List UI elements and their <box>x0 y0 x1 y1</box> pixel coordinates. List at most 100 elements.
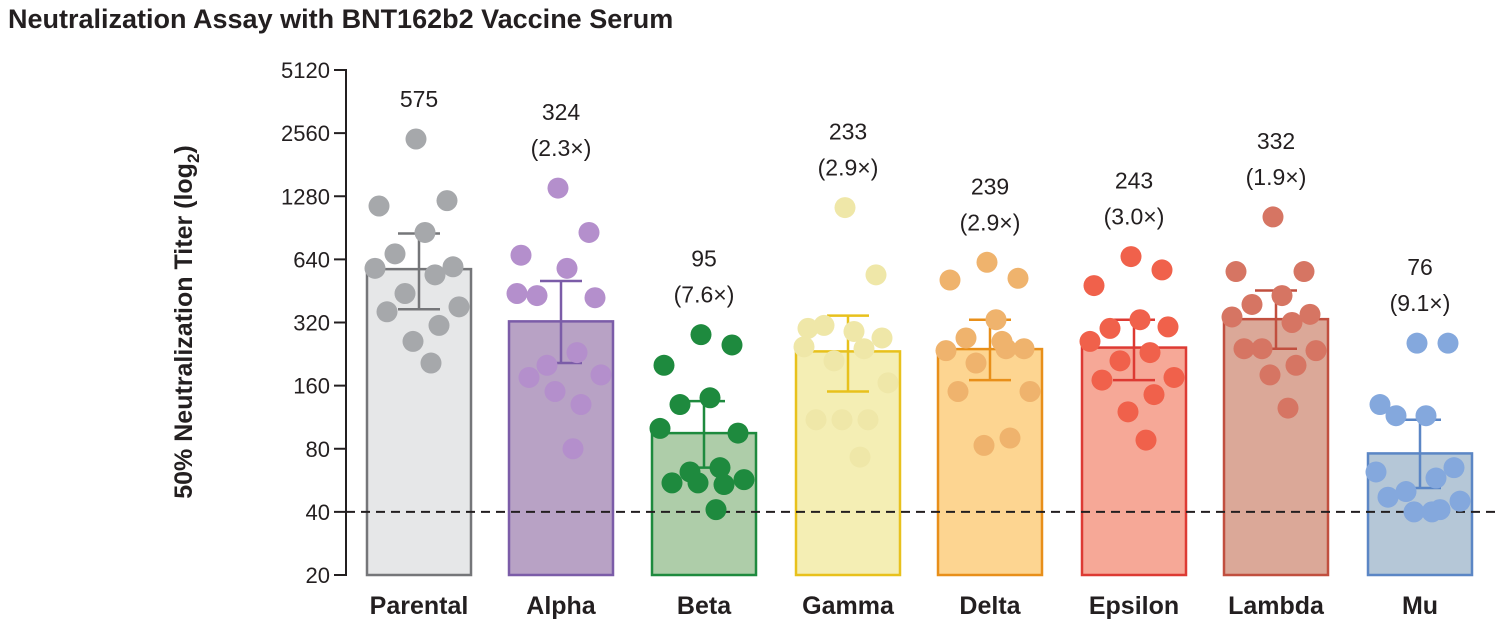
value-label-lambda: 332 <box>1257 128 1295 154</box>
data-point-epsilon <box>1120 246 1142 268</box>
data-point-lambda <box>1251 338 1273 360</box>
data-point-delta <box>976 251 998 273</box>
data-point-beta <box>713 474 735 496</box>
data-point-parental <box>402 330 424 352</box>
y-tick-label: 40 <box>306 500 330 525</box>
data-point-beta <box>661 472 683 494</box>
fold-change-label-alpha: (2.3×) <box>531 135 592 161</box>
data-point-alpha <box>506 282 528 304</box>
value-label-delta: 239 <box>971 173 1009 199</box>
data-point-mu <box>1421 501 1443 523</box>
data-point-gamma <box>813 314 835 336</box>
data-point-mu <box>1403 501 1425 523</box>
data-point-alpha <box>562 438 584 460</box>
category-label-delta: Delta <box>959 592 1021 620</box>
chart-title: Neutralization Assay with BNT162b2 Vacci… <box>8 4 674 34</box>
data-point-epsilon <box>1151 259 1173 281</box>
category-label-lambda: Lambda <box>1228 592 1325 620</box>
data-point-lambda <box>1262 206 1284 228</box>
data-point-gamma <box>805 409 827 431</box>
category-label-alpha: Alpha <box>526 592 597 620</box>
points-layer <box>364 128 1471 523</box>
data-point-epsilon <box>1143 384 1165 406</box>
data-point-parental <box>424 264 446 286</box>
data-point-delta <box>999 427 1021 449</box>
data-point-alpha <box>584 287 606 309</box>
data-point-lambda <box>1241 293 1263 315</box>
data-point-delta <box>991 330 1013 352</box>
fold-change-label-mu: (9.1×) <box>1390 290 1451 316</box>
y-tick-label: 640 <box>293 247 330 272</box>
y-axis-label-subscript: 2 <box>184 154 203 163</box>
data-point-parental <box>376 301 398 323</box>
data-point-gamma <box>843 320 865 342</box>
data-point-lambda <box>1299 303 1321 325</box>
data-point-epsilon <box>1139 342 1161 364</box>
data-point-epsilon <box>1129 309 1151 331</box>
data-point-alpha <box>566 342 588 364</box>
data-point-epsilon <box>1135 429 1157 451</box>
data-point-lambda <box>1281 312 1303 333</box>
y-tick-label: 2560 <box>281 121 330 146</box>
data-point-alpha <box>547 177 569 199</box>
data-point-delta <box>1019 381 1041 403</box>
data-point-beta <box>690 324 712 346</box>
data-point-mu <box>1406 332 1428 354</box>
data-point-gamma <box>797 317 819 339</box>
y-tick-label: 5120 <box>281 58 330 83</box>
data-point-alpha <box>556 257 578 279</box>
value-label-gamma: 233 <box>829 119 867 145</box>
data-point-delta <box>965 352 987 374</box>
data-point-delta <box>955 327 977 349</box>
data-point-epsilon <box>1079 330 1101 352</box>
data-point-epsilon <box>1109 350 1131 372</box>
data-point-alpha <box>544 381 566 403</box>
bars-layer <box>365 267 1474 577</box>
y-axis-label: 50% Neutralization Titer (log2) <box>170 145 203 499</box>
data-point-alpha <box>590 364 612 386</box>
data-point-mu <box>1369 394 1391 416</box>
data-point-delta <box>1007 267 1029 289</box>
data-point-parental <box>368 195 390 217</box>
y-tick-label: 80 <box>306 437 330 462</box>
data-point-beta <box>727 422 749 444</box>
data-point-alpha <box>570 394 592 416</box>
category-label-parental: Parental <box>370 592 469 620</box>
y-axis-label-main: 50% Neutralization Titer (log <box>170 163 198 499</box>
data-point-lambda <box>1225 261 1247 283</box>
data-point-gamma <box>834 197 856 219</box>
data-point-beta <box>709 457 731 479</box>
data-point-delta <box>939 269 961 291</box>
data-point-beta <box>699 387 721 409</box>
fold-change-label-lambda: (1.9×) <box>1246 164 1307 190</box>
data-point-alpha <box>578 221 600 243</box>
value-label-epsilon: 243 <box>1115 168 1153 194</box>
fold-change-label-beta: (7.6×) <box>674 282 735 308</box>
value-label-beta: 95 <box>691 246 717 272</box>
y-axis-label-close: ) <box>170 145 198 153</box>
y-tick-label: 160 <box>293 374 330 399</box>
data-point-delta <box>985 309 1007 331</box>
data-point-mu <box>1385 405 1407 427</box>
data-point-gamma <box>793 336 815 358</box>
data-point-alpha <box>536 354 558 376</box>
y-tick-label: 20 <box>306 563 330 588</box>
y-axis: 20 40 80 160 320 640 1280 2560 5120 <box>281 58 347 588</box>
data-point-beta <box>653 354 675 376</box>
data-point-beta <box>649 417 671 439</box>
data-point-lambda <box>1293 261 1315 283</box>
data-point-parental <box>442 256 464 278</box>
labels-layer: Parental Alpha Beta Gamma Delta Epsilon Lambda… <box>370 86 1451 620</box>
data-point-parental <box>448 296 470 318</box>
data-point-lambda <box>1285 354 1307 376</box>
data-point-epsilon <box>1091 369 1113 391</box>
data-point-mu <box>1415 405 1437 427</box>
data-point-lambda <box>1233 338 1255 360</box>
category-label-gamma: Gamma <box>802 592 895 620</box>
data-point-gamma <box>857 409 879 431</box>
data-point-lambda <box>1271 285 1293 307</box>
data-point-parental <box>405 128 427 150</box>
data-point-beta <box>733 469 755 491</box>
data-point-parental <box>394 282 416 304</box>
